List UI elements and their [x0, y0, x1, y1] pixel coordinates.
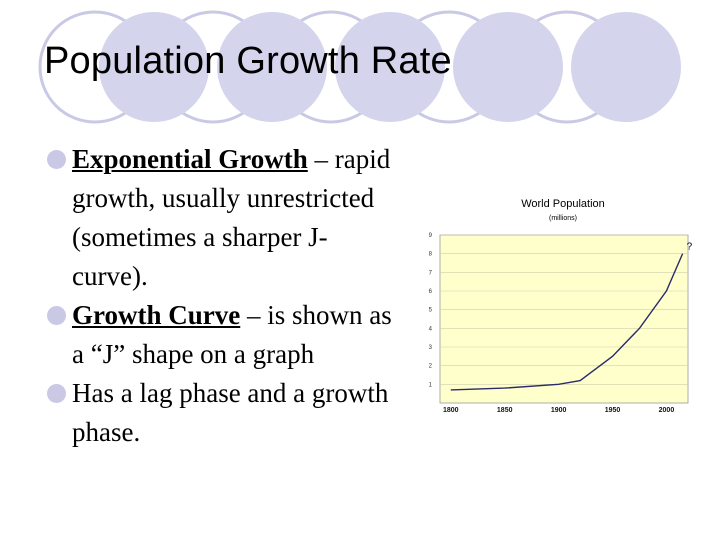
y-tick-label: 7 — [429, 270, 433, 276]
decorative-circles — [38, 10, 681, 124]
y-tick-label: 4 — [429, 326, 433, 332]
bullet-dot-icon — [47, 306, 66, 325]
filled-circle — [99, 12, 209, 122]
x-tick-label: 1850 — [497, 407, 513, 414]
bullet-text: Has a lag phase and a growth phase. — [72, 378, 389, 447]
bullet-term: Growth Curve — [72, 300, 241, 330]
y-tick-label: 6 — [429, 289, 433, 295]
x-tick-label: 1950 — [605, 407, 621, 414]
bullet-item: Has a lag phase and a growth phase. — [46, 374, 396, 452]
x-tick-label: 2000 — [659, 407, 675, 414]
y-tick-label: 3 — [429, 345, 433, 351]
filled-circle — [217, 12, 327, 122]
plot-area — [439, 234, 689, 404]
chart-subtitle: (millions) — [549, 215, 577, 222]
filled-circle — [335, 12, 445, 122]
y-tick-label: 5 — [429, 308, 433, 314]
y-tick-label: 1 — [429, 382, 433, 388]
bullet-list: Exponential Growth – rapid growth, usual… — [46, 140, 396, 452]
bullet-dot-icon — [47, 150, 66, 169]
bullet-item: Exponential Growth – rapid growth, usual… — [46, 140, 396, 296]
x-tick-label: 1900 — [551, 407, 567, 414]
bullet-text: – rapid growth, usually unrestricted (so… — [72, 144, 391, 291]
bullet-dot-icon — [47, 384, 66, 403]
x-tick-label: 1800 — [443, 407, 459, 414]
annotation-label: ? — [687, 242, 693, 253]
slide-title: Population Growth Rate — [44, 40, 452, 82]
bullet-item: Growth Curve – is shown as a “J” shape o… — [46, 296, 396, 374]
y-tick-label: 2 — [429, 364, 433, 370]
filled-circle — [453, 12, 563, 122]
population-line — [450, 253, 684, 391]
y-tick-label: 8 — [429, 252, 433, 258]
filled-circles — [99, 12, 681, 122]
y-tick-label: 9 — [429, 233, 433, 239]
chart-title: World Population — [521, 198, 605, 210]
filled-circle — [571, 12, 681, 122]
world-population-chart: World Population (millions) 1 2 3 4 5 6 7 8 9 1800 1… — [429, 198, 693, 414]
bullet-text: – is shown as a “J” shape on a graph — [72, 300, 392, 369]
bullet-term: Exponential Growth — [72, 144, 308, 174]
